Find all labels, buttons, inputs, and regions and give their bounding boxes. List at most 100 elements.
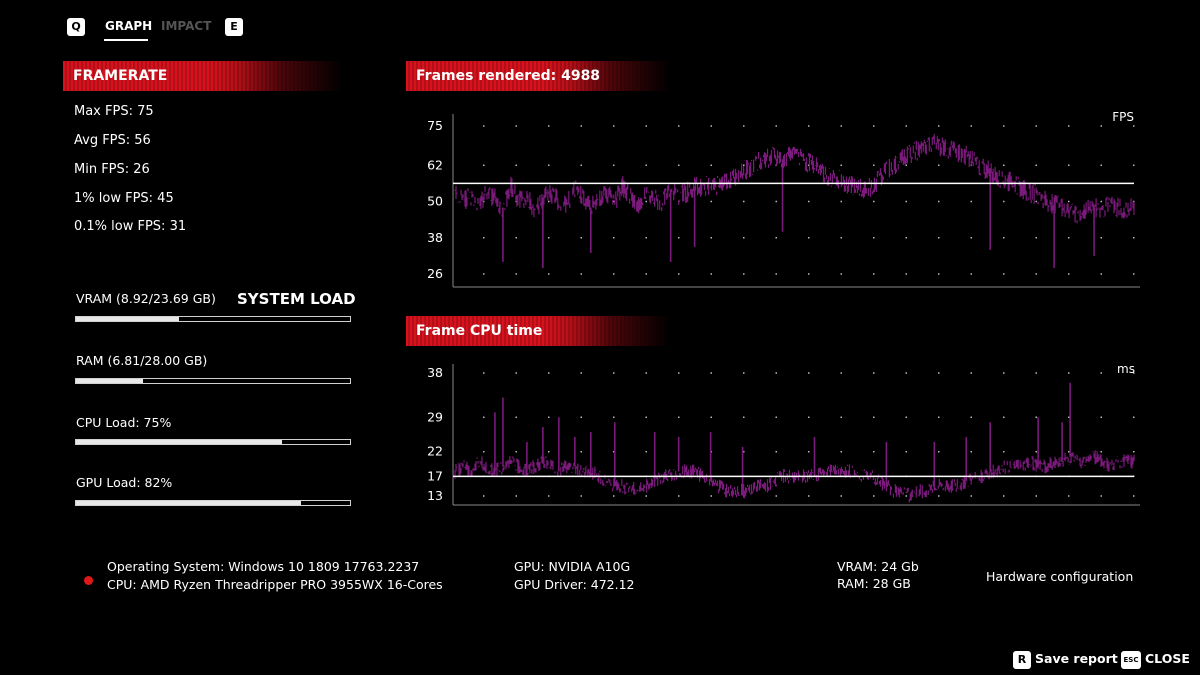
grid-dot: [1100, 200, 1102, 203]
grid-dot: [1003, 372, 1005, 374]
grid-dot: [873, 164, 875, 167]
grid-dot: [483, 372, 485, 374]
grid-dot: [678, 372, 680, 374]
grid-dot: [840, 450, 842, 453]
grid-dot: [873, 416, 875, 419]
grid-dot: [970, 450, 972, 453]
grid-dot: [840, 237, 842, 239]
grid-dot: [645, 125, 647, 127]
tab-graph[interactable]: GRAPH: [105, 19, 153, 33]
grid-dot: [1003, 450, 1005, 453]
grid-dot: [775, 450, 777, 453]
grid-dot: [515, 416, 517, 419]
cpu-time-chart: 38 29 22 17 13 ms: [427, 362, 1140, 506]
max-fps-stat: Max FPS: 75: [74, 104, 154, 119]
grid-dot: [1133, 273, 1135, 275]
grid-dot: [938, 125, 940, 127]
grid-dot: [645, 273, 647, 275]
grid-dot: [678, 273, 680, 275]
grid-dot: [580, 273, 582, 275]
grid-dot: [1068, 495, 1070, 497]
y-tick-label: 62: [427, 157, 443, 172]
grid-dot: [613, 200, 615, 203]
grid-dot: [483, 200, 485, 203]
grid-dot: [840, 495, 842, 497]
tab-impact[interactable]: IMPACT: [161, 19, 212, 33]
grid-dot: [710, 164, 712, 167]
grid-dot: [1100, 450, 1102, 453]
e-key-icon[interactable]: E: [225, 18, 243, 36]
gpu-load-bar: [75, 500, 351, 506]
cpu-info: CPU: AMD Ryzen Threadripper PRO 3955WX 1…: [107, 577, 443, 592]
grid-dot: [678, 164, 680, 167]
grid-dot: [1133, 372, 1135, 374]
grid-dot: [775, 125, 777, 127]
grid-dot: [515, 237, 517, 239]
grid-dot: [873, 372, 875, 374]
grid-dot: [840, 200, 842, 203]
grid-dot: [905, 237, 907, 239]
grid-dot: [580, 495, 582, 497]
grid-dot: [840, 416, 842, 419]
grid-dot: [1003, 125, 1005, 127]
y-tick-label: 75: [427, 118, 443, 133]
grid-dot: [840, 125, 842, 127]
q-key-icon[interactable]: Q: [67, 18, 85, 36]
grid-dot: [775, 372, 777, 374]
ram-info: RAM: 28 GB: [837, 576, 911, 591]
grid-dot: [1068, 450, 1070, 453]
cpu-load-fill: [76, 440, 282, 444]
grid-dot: [483, 450, 485, 453]
series-line: [454, 134, 1135, 224]
grid-dot: [613, 237, 615, 239]
system-load-title: SYSTEM LOAD: [237, 290, 356, 308]
grid-dot: [613, 495, 615, 497]
esc-key-icon[interactable]: ESC: [1121, 651, 1141, 669]
close-button[interactable]: CLOSE: [1145, 651, 1190, 666]
grid-dot: [548, 372, 550, 374]
grid-dot: [970, 125, 972, 127]
grid-dot: [1035, 416, 1037, 419]
grid-dot: [938, 273, 940, 275]
avg-fps-stat: Avg FPS: 56: [74, 133, 151, 148]
y-tick-label: 13: [427, 488, 443, 503]
grid-dot: [938, 200, 940, 203]
grid-dot: [1100, 237, 1102, 239]
grid-dot: [515, 164, 517, 167]
grid-dot: [613, 125, 615, 127]
grid-dot: [483, 237, 485, 239]
grid-dot: [1003, 273, 1005, 275]
grid-dot: [743, 450, 745, 453]
grid-dot: [938, 495, 940, 497]
r-key-icon[interactable]: R: [1013, 651, 1031, 669]
grid-dot: [678, 416, 680, 419]
grid-dot: [1133, 200, 1135, 203]
active-tab-indicator: [104, 39, 148, 41]
grid-dot: [808, 273, 810, 275]
grid-dot: [580, 450, 582, 453]
grid-dot: [710, 416, 712, 419]
grid-dot: [775, 495, 777, 497]
grid-dot: [1133, 237, 1135, 239]
grid-dot: [1035, 495, 1037, 497]
grid-dot: [515, 495, 517, 497]
grid-dot: [808, 372, 810, 374]
grid-dot: [873, 125, 875, 127]
grid-dot: [613, 273, 615, 275]
vram-load-fill: [76, 317, 180, 321]
grid-dot: [710, 372, 712, 374]
grid-dot: [515, 125, 517, 127]
frames-rendered-banner: Frames rendered: 4988: [406, 61, 670, 91]
hardware-configuration-link[interactable]: Hardware configuration: [986, 569, 1134, 584]
grid-dot: [873, 200, 875, 203]
grid-dot: [515, 200, 517, 203]
grid-dot: [970, 237, 972, 239]
grid-dot: [1068, 164, 1070, 167]
grid-dot: [548, 273, 550, 275]
os-info: Operating System: Windows 10 1809 17763.…: [107, 559, 420, 574]
save-report-button[interactable]: Save report: [1035, 651, 1118, 666]
grid-dot: [938, 416, 940, 419]
grid-dot: [710, 125, 712, 127]
grid-dot: [1100, 125, 1102, 127]
grid-dot: [483, 164, 485, 167]
